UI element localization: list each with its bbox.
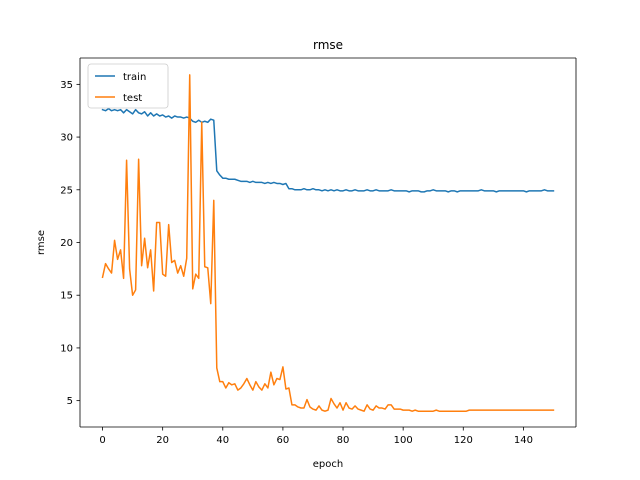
x-tick-label: 80 [337, 435, 350, 446]
chart-title: rmse [313, 38, 343, 52]
x-tick-label: 60 [277, 435, 290, 446]
y-tick-label: 15 [60, 291, 73, 302]
legend-label-train: train [123, 72, 146, 83]
y-tick-label: 20 [60, 238, 73, 249]
series-line-train [101, 107, 555, 193]
y-axis-title: rmse [36, 230, 47, 255]
y-tick-label: 30 [60, 133, 73, 144]
x-tick-label: 120 [454, 435, 473, 446]
legend-label-test: test [123, 93, 142, 104]
legend: train test [87, 63, 169, 109]
y-tick-label: 25 [60, 185, 73, 196]
ticks-layer: 0 20 40 60 80 100 120 140 5 10 15 20 25 30 35 [60, 80, 533, 446]
plot-area [80, 58, 576, 427]
y-tick-label: 5 [67, 396, 73, 407]
x-tick-label: 100 [394, 435, 413, 446]
series-layer [101, 74, 555, 412]
x-tick-label: 0 [99, 435, 105, 446]
y-tick-label: 35 [60, 80, 73, 91]
x-tick-label: 40 [216, 435, 229, 446]
series-line-test [101, 74, 555, 412]
x-tick-label: 20 [156, 435, 169, 446]
y-tick-label: 10 [60, 343, 73, 354]
x-tick-label: 140 [514, 435, 533, 446]
x-axis-title: epoch [313, 459, 343, 470]
